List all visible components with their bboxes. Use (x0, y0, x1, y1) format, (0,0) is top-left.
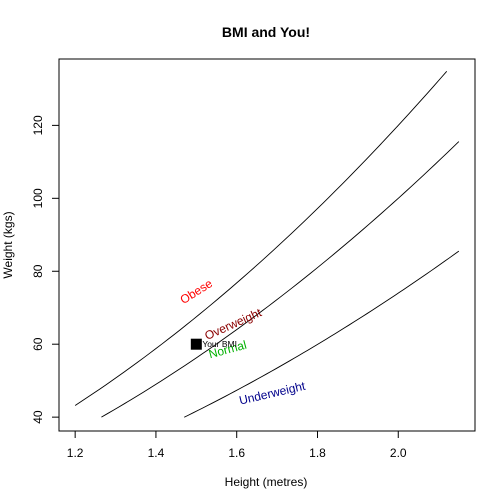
region-label-overweight: Overweight (202, 305, 264, 343)
x-tick-label: 1.8 (309, 446, 326, 460)
y-tick-label: 120 (31, 115, 45, 135)
chart-title: BMI and You! (222, 24, 310, 40)
y-tick-label: 40 (31, 410, 45, 424)
y-axis-label: Weight (kgs) (1, 211, 15, 278)
y-tick-label: 100 (31, 188, 45, 208)
x-axis-label: Height (metres) (225, 475, 308, 489)
bmi-curves (74, 70, 460, 418)
x-tick-label: 1.4 (148, 446, 165, 460)
y-tick-label: 80 (31, 264, 45, 278)
your-bmi-marker (190, 338, 202, 350)
your-bmi-marker-group: Your BMI (190, 338, 237, 350)
region-label-underweight: Underweight (238, 379, 307, 408)
plot-frame (58, 58, 476, 432)
region-label-obese: Obese (178, 276, 216, 307)
bmi-curve-0 (74, 70, 448, 406)
x-axis: 1.2 1.4 1.6 1.8 2.0 (67, 430, 407, 460)
your-bmi-label: Your BMI (202, 339, 237, 349)
y-axis: 40 60 80 100 120 (31, 115, 60, 424)
x-tick-label: 1.6 (228, 446, 245, 460)
bmi-curve-1 (101, 141, 460, 418)
y-tick-label: 60 (31, 337, 45, 351)
x-tick-label: 1.2 (67, 446, 84, 460)
bmi-curve-2 (184, 250, 460, 418)
x-tick-label: 2.0 (390, 446, 407, 460)
